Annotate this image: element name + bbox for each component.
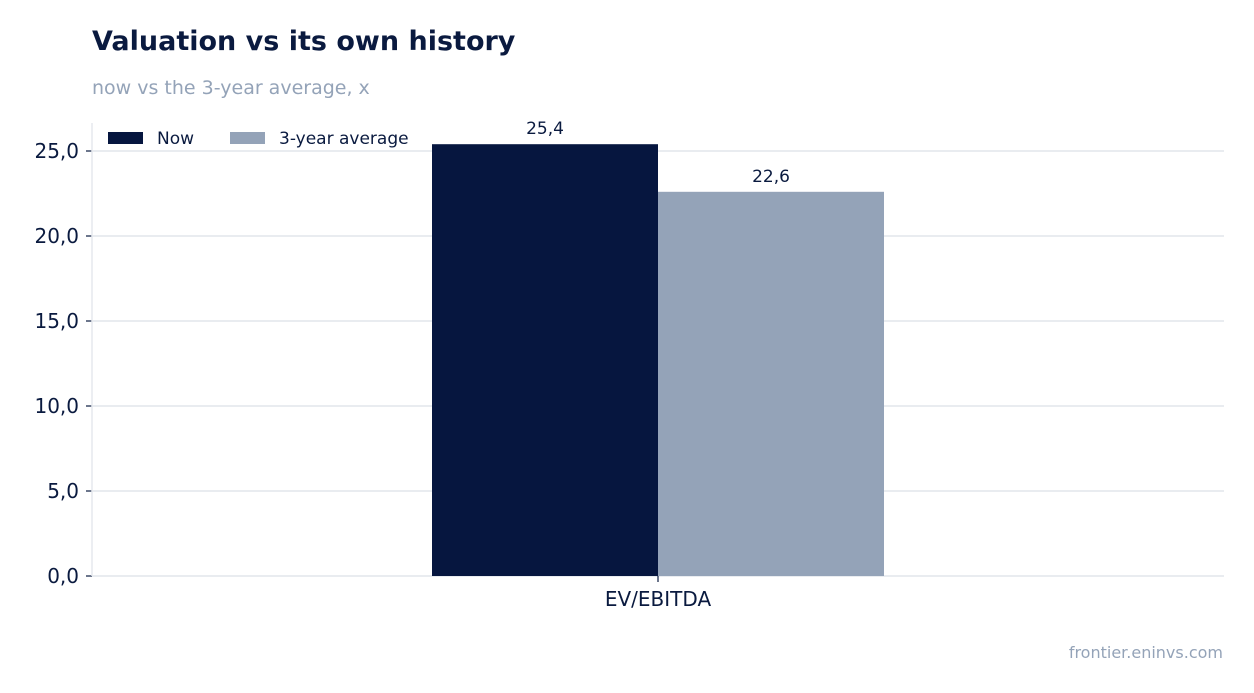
- data-label: 25,4: [526, 119, 564, 139]
- y-tick-label: 5,0: [47, 479, 79, 503]
- chart-title: Valuation vs its own history: [92, 26, 516, 57]
- y-tick-label: 0,0: [47, 564, 79, 588]
- bar-3-year-average: [658, 191, 884, 577]
- data-labels: 25,4 22,6: [526, 119, 790, 187]
- data-label: 22,6: [752, 167, 790, 187]
- source-note: frontier.eninvs.com: [1068, 643, 1223, 662]
- y-tick-label: 20,0: [34, 224, 79, 248]
- bar-now: [432, 144, 658, 576]
- legend: Now 3-year average: [108, 129, 409, 149]
- y-tick-label: 25,0: [34, 139, 79, 163]
- x-tick-label: EV/EBITDA: [605, 587, 712, 611]
- axes: 0,0 5,0 10,0 15,0 20,0 25,0 EV/EBITDA: [34, 123, 711, 611]
- legend-swatch: [230, 132, 265, 144]
- legend-swatch: [108, 132, 143, 144]
- legend-label: 3-year average: [279, 129, 409, 149]
- bars: [432, 144, 884, 577]
- legend-label: Now: [157, 129, 194, 149]
- y-tick-label: 10,0: [34, 394, 79, 418]
- chart-subtitle: now vs the 3-year average, x: [92, 77, 370, 99]
- y-tick-label: 15,0: [34, 309, 79, 333]
